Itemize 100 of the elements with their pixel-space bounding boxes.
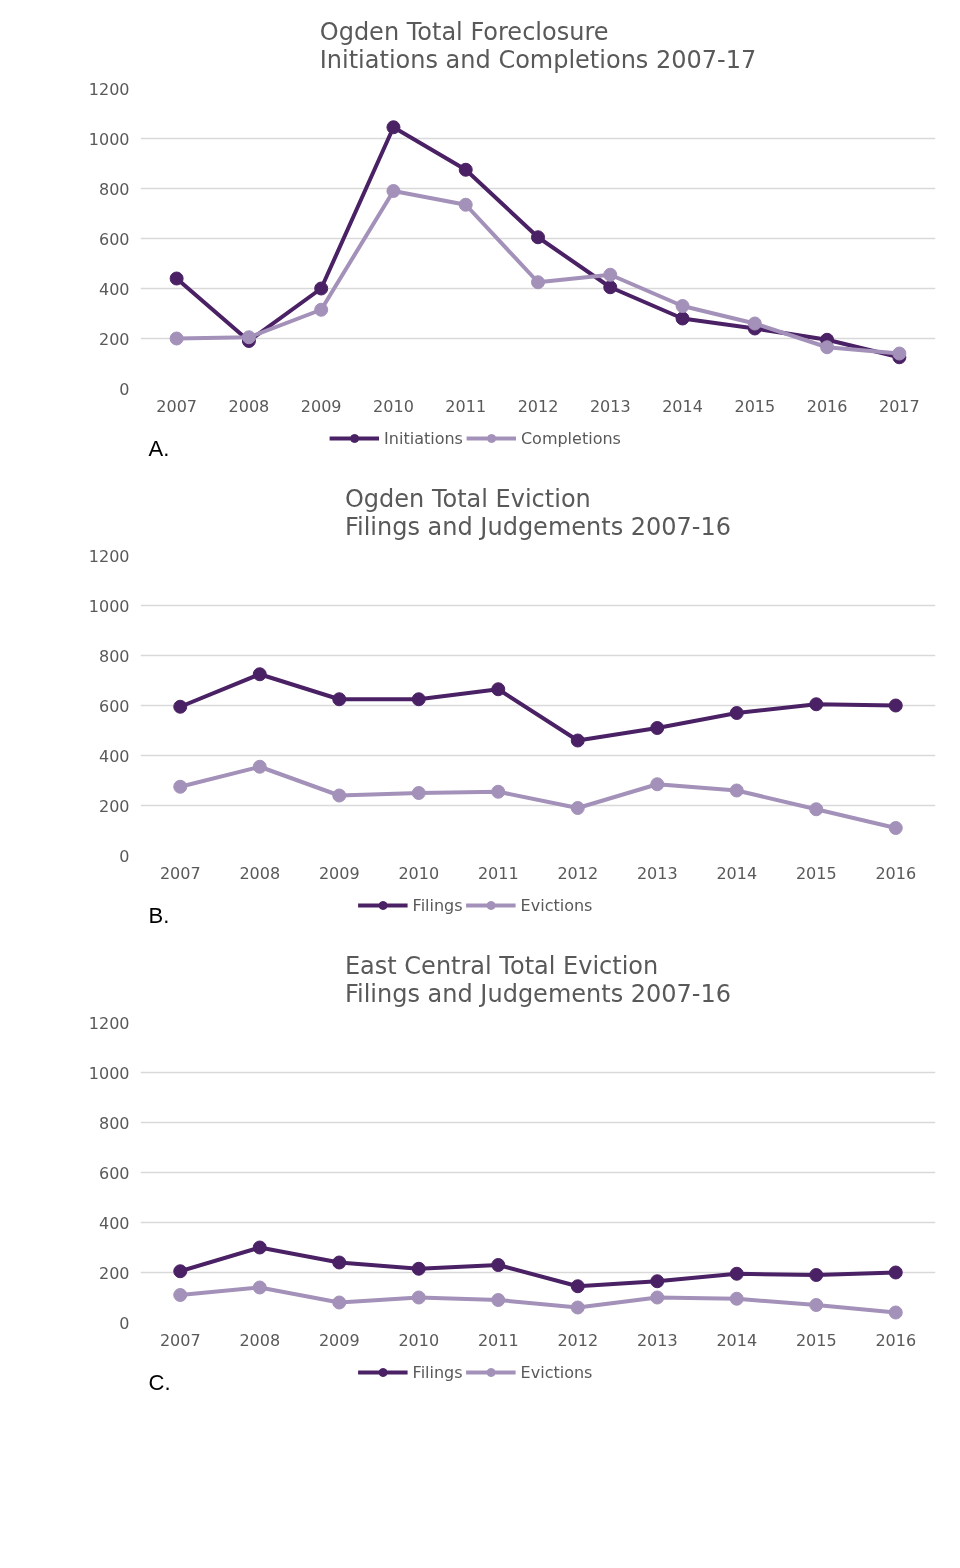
x-tick-label: 2008 (239, 1330, 281, 1350)
chart-title: Ogden Total Eviction Filings and Judgements 2007-16 (344, 484, 732, 541)
point (888, 1265, 903, 1280)
x-tick-label: 2014 (716, 863, 758, 883)
point (809, 697, 824, 712)
x-tick-label: 2009 (300, 396, 342, 416)
y-tick-label: 0 (119, 846, 130, 866)
chart-title: Ogden Total Foreclosure Initiations and Completions 2007-17 (319, 17, 757, 74)
x-tick-label: 2008 (239, 863, 281, 883)
point (729, 706, 744, 720)
legend-label: Completions (520, 428, 621, 448)
x-tick-label: 2011 (445, 396, 487, 416)
point (411, 1261, 426, 1276)
x-tick-label: 2016 (875, 1330, 917, 1350)
point (809, 1268, 824, 1282)
x-tick-label: 2010 (398, 863, 440, 883)
point (491, 784, 506, 799)
point (650, 721, 665, 735)
y-tick-label: 800 (98, 646, 130, 666)
text: C. (148, 1369, 171, 1395)
point (570, 1300, 585, 1315)
point (252, 1280, 267, 1295)
y-tick-label: 0 (119, 1313, 130, 1333)
point (241, 330, 256, 345)
point (173, 1264, 188, 1279)
text: B. (148, 902, 170, 928)
point (332, 788, 347, 803)
y-tick-label: 800 (98, 179, 130, 199)
point (603, 280, 618, 295)
point (314, 281, 329, 296)
x-tick-label: 2013 (636, 1330, 678, 1350)
x-tick-label: 2013 (636, 863, 678, 883)
point (650, 1274, 665, 1289)
x-tick-label: 2013 (589, 396, 631, 416)
y-tick-label: 1000 (88, 1063, 130, 1083)
y-tick-label: 200 (98, 329, 130, 349)
x-tick-label: 2010 (398, 1330, 440, 1350)
legend-label: Initiations (384, 428, 463, 448)
x-tick-label: 2009 (318, 1330, 360, 1350)
point (458, 197, 473, 212)
y-tick-label: 1000 (88, 596, 130, 616)
x-tick-label: 2015 (795, 1330, 837, 1350)
point (729, 1291, 744, 1306)
x-tick-label: 2011 (477, 863, 519, 883)
point (252, 759, 267, 774)
x-tick-label: 2009 (318, 863, 360, 883)
point (650, 1290, 665, 1305)
x-tick-label: 2014 (662, 396, 703, 416)
y-tick-label: 200 (98, 1263, 130, 1283)
point (491, 1293, 506, 1307)
point (747, 316, 762, 331)
x-tick-label: 2007 (156, 396, 197, 416)
y-tick-label: 0 (119, 379, 130, 399)
x-tick-label: 2010 (373, 396, 414, 416)
point (411, 1290, 426, 1305)
point (729, 1266, 744, 1281)
x-tick-label: 2012 (557, 863, 599, 883)
point (411, 786, 426, 800)
text: A. (148, 435, 170, 461)
x-tick-label: 2015 (795, 863, 837, 883)
point (570, 1279, 585, 1294)
x-tick-label: 2016 (806, 396, 848, 416)
point (252, 667, 267, 682)
y-tick-label: 400 (98, 1213, 130, 1233)
x-tick-label: 2008 (228, 396, 270, 416)
point (252, 1240, 267, 1255)
y-tick-label: 600 (98, 1163, 130, 1183)
x-tick-label: 2016 (875, 863, 917, 883)
y-tick-label: 1000 (88, 129, 130, 149)
point (386, 184, 401, 198)
point (173, 699, 188, 714)
point (531, 230, 545, 245)
x-tick-label: 2007 (159, 1330, 201, 1350)
point (570, 801, 585, 815)
point (729, 783, 744, 798)
point (820, 340, 835, 355)
y-tick-label: 200 (98, 796, 130, 816)
point (314, 302, 329, 317)
x-tick-label: 2014 (716, 1330, 758, 1350)
point (491, 682, 506, 697)
point (332, 1295, 347, 1310)
legend-label: Evictions (520, 895, 593, 915)
chart-title: East Central Total Eviction Filings and Judgements 2007-16 (344, 951, 732, 1008)
y-tick-label: 1200 (88, 546, 130, 566)
point (888, 698, 903, 713)
x-tick-label: 2012 (557, 1330, 599, 1350)
point (173, 779, 188, 794)
x-tick-label: 2007 (159, 863, 201, 883)
point (892, 346, 907, 361)
x-tick-label: 2011 (477, 1330, 519, 1350)
y-tick-label: 1200 (88, 79, 130, 99)
point (332, 692, 347, 707)
point (675, 311, 690, 326)
y-tick-label: 800 (98, 1113, 130, 1133)
y-tick-label: 400 (98, 279, 130, 299)
point (570, 733, 585, 748)
point (888, 821, 903, 835)
point (888, 1305, 903, 1320)
point (411, 692, 426, 707)
y-tick-label: 400 (98, 746, 130, 766)
